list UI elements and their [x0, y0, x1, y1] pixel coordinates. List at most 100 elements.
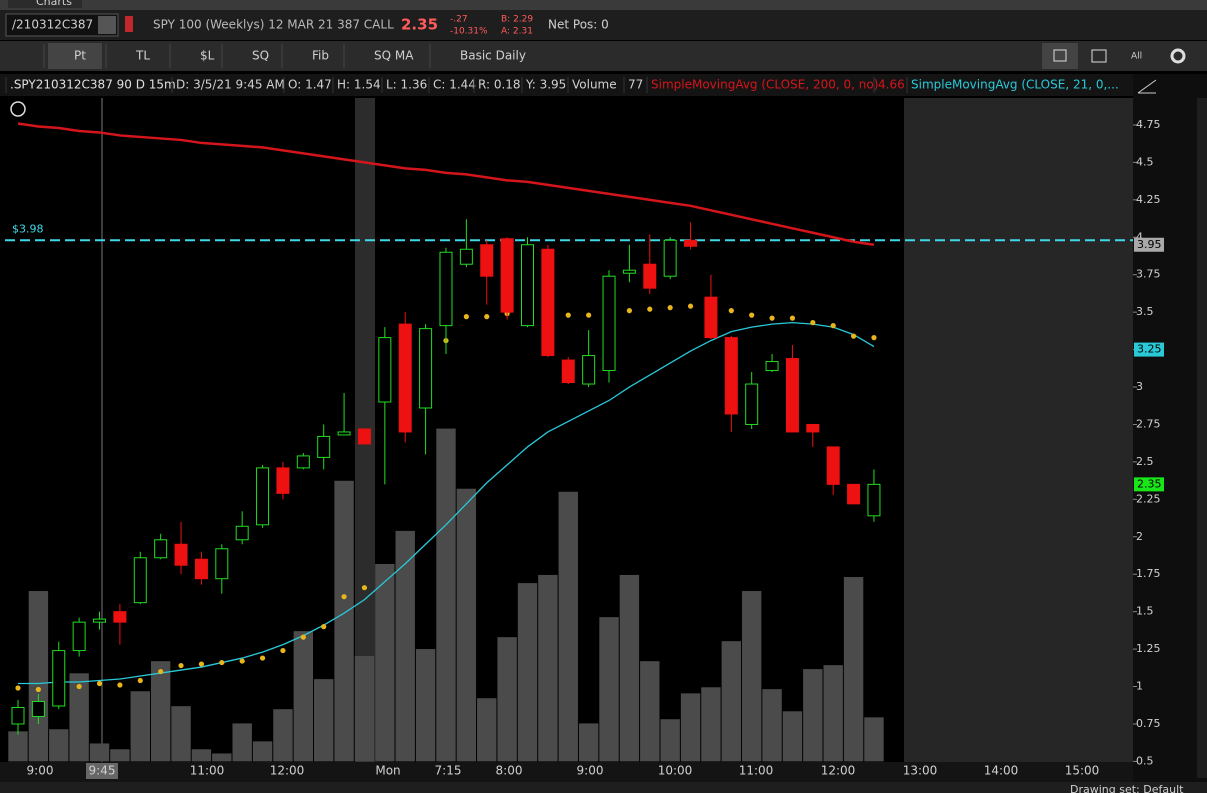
- candle-body: [419, 328, 433, 409]
- y-tick-label: 2.25: [1136, 492, 1161, 505]
- info-item: L: 1.36: [386, 78, 427, 92]
- tool-button[interactable]: SQ: [252, 49, 269, 63]
- volume-bar: [640, 661, 660, 762]
- candle-body: [724, 337, 738, 415]
- info-item: Volume: [572, 78, 617, 92]
- candle-body: [93, 618, 107, 623]
- study-dot: [361, 585, 368, 591]
- description: SPY 100 (Weeklys) 12 MAR 21 387 CALL: [153, 18, 394, 32]
- volume-bar: [517, 583, 538, 762]
- volume-bar: [578, 723, 599, 762]
- volume-bar: [69, 673, 89, 762]
- study-dot: [321, 624, 327, 630]
- tool-button[interactable]: SQ MA: [374, 49, 414, 63]
- volume-bar: [680, 693, 701, 762]
- candle-body: [276, 467, 290, 494]
- volume-bar: [212, 753, 232, 762]
- volume-bar: [252, 741, 273, 762]
- volume-bar: [171, 706, 191, 762]
- y-tick-label: 4.25: [1136, 193, 1161, 206]
- scrollbar[interactable]: [1197, 98, 1207, 778]
- all-button[interactable]: All: [1131, 52, 1142, 62]
- volume-bar: [8, 731, 28, 762]
- volume-bar: [803, 669, 823, 762]
- study-dot: [850, 333, 857, 339]
- volume-bar: [701, 687, 721, 762]
- bid: B: 2.29: [501, 15, 533, 25]
- layout-grid[interactable]: [1091, 49, 1107, 63]
- volume-bar: [334, 480, 354, 762]
- layout-single[interactable]: [1042, 43, 1078, 69]
- last-price: 2.35: [401, 16, 438, 34]
- candle-body: [113, 611, 127, 623]
- study-dot: [300, 634, 306, 640]
- candle-body: [480, 244, 494, 277]
- candle-body: [439, 251, 453, 327]
- study-dot: [830, 323, 836, 329]
- volume-bar: [538, 574, 558, 762]
- y-tick-label: 2.75: [1136, 417, 1161, 430]
- drawing-set: Drawing set: Default: [1070, 783, 1184, 793]
- x-tick-label: 11:00: [739, 764, 774, 778]
- tool-button[interactable]: $L: [200, 49, 215, 63]
- window-title: Charts: [36, 0, 72, 8]
- x-tick-label: 12:00: [270, 764, 305, 778]
- y-tick-label: 3: [1136, 380, 1143, 393]
- link-icon[interactable]: [125, 16, 133, 32]
- y-tick-label: 4.75: [1136, 118, 1161, 131]
- candle-body: [500, 238, 514, 313]
- volume-bar: [130, 691, 150, 762]
- tab[interactable]: [8, 0, 82, 8]
- symbol-dropdown[interactable]: [98, 16, 116, 34]
- info-item: O: 1.47: [288, 78, 332, 92]
- price-axis: [1133, 74, 1207, 793]
- x-tick-label: 12:00: [821, 764, 856, 778]
- y-tick-label: 4.5: [1136, 155, 1154, 168]
- info-item: Y: 3.95: [525, 78, 566, 92]
- candle-body: [826, 446, 840, 485]
- info-item: H: 1.54: [337, 78, 381, 92]
- candle-body: [459, 248, 473, 265]
- volume-bar: [395, 530, 415, 762]
- study-dot: [687, 303, 694, 309]
- y-tick-label: 0.5: [1136, 754, 1154, 767]
- candle-body: [785, 358, 799, 433]
- x-tick-label: 9:00: [577, 764, 604, 778]
- candle-body: [11, 706, 25, 725]
- volume-bar: [721, 641, 741, 762]
- symbol: /210312C387: [12, 18, 93, 32]
- alert-icon[interactable]: [10, 101, 26, 117]
- symbol-box[interactable]: [5, 13, 119, 37]
- tool-button[interactable]: Pt: [74, 49, 86, 63]
- volume-bar: [28, 591, 49, 762]
- study-dot: [35, 686, 41, 693]
- info-item: .SPY210312C387 90 D 15m: [10, 78, 176, 92]
- candle-body: [663, 239, 677, 277]
- study-dot: [178, 662, 184, 669]
- info-bar: [0, 74, 1133, 96]
- y-tick-label: 1.25: [1136, 642, 1161, 655]
- x-tick-label: 7:15: [435, 764, 462, 778]
- volume-bar: [89, 743, 110, 762]
- tool-button[interactable]: Basic Daily: [460, 49, 526, 63]
- y-tick-label: 3.75: [1136, 268, 1161, 281]
- volume-bar: [314, 679, 334, 762]
- study-dot: [789, 315, 796, 321]
- study-dot: [586, 312, 592, 318]
- volume-bar: [375, 563, 395, 762]
- y-tick-label: 4: [1136, 230, 1143, 243]
- tool-button[interactable]: TL: [135, 49, 150, 63]
- draw-icon[interactable]: [1137, 79, 1157, 94]
- volume-bar: [558, 491, 578, 762]
- tool-button[interactable]: Fib: [312, 49, 329, 63]
- info-items: .SPY210312C387 90 D 15m D: 3/5/21 9:45 AM…: [5, 77, 1119, 93]
- study-dot: [484, 314, 490, 320]
- volume-bar: [864, 717, 884, 762]
- settings[interactable]: [1170, 48, 1186, 64]
- candle-body: [215, 548, 229, 580]
- candle-body: [235, 525, 249, 541]
- footer: [0, 782, 1207, 793]
- x-tick-label: 11:00: [190, 764, 225, 778]
- study-dot: [667, 305, 673, 311]
- study-dot: [76, 683, 82, 690]
